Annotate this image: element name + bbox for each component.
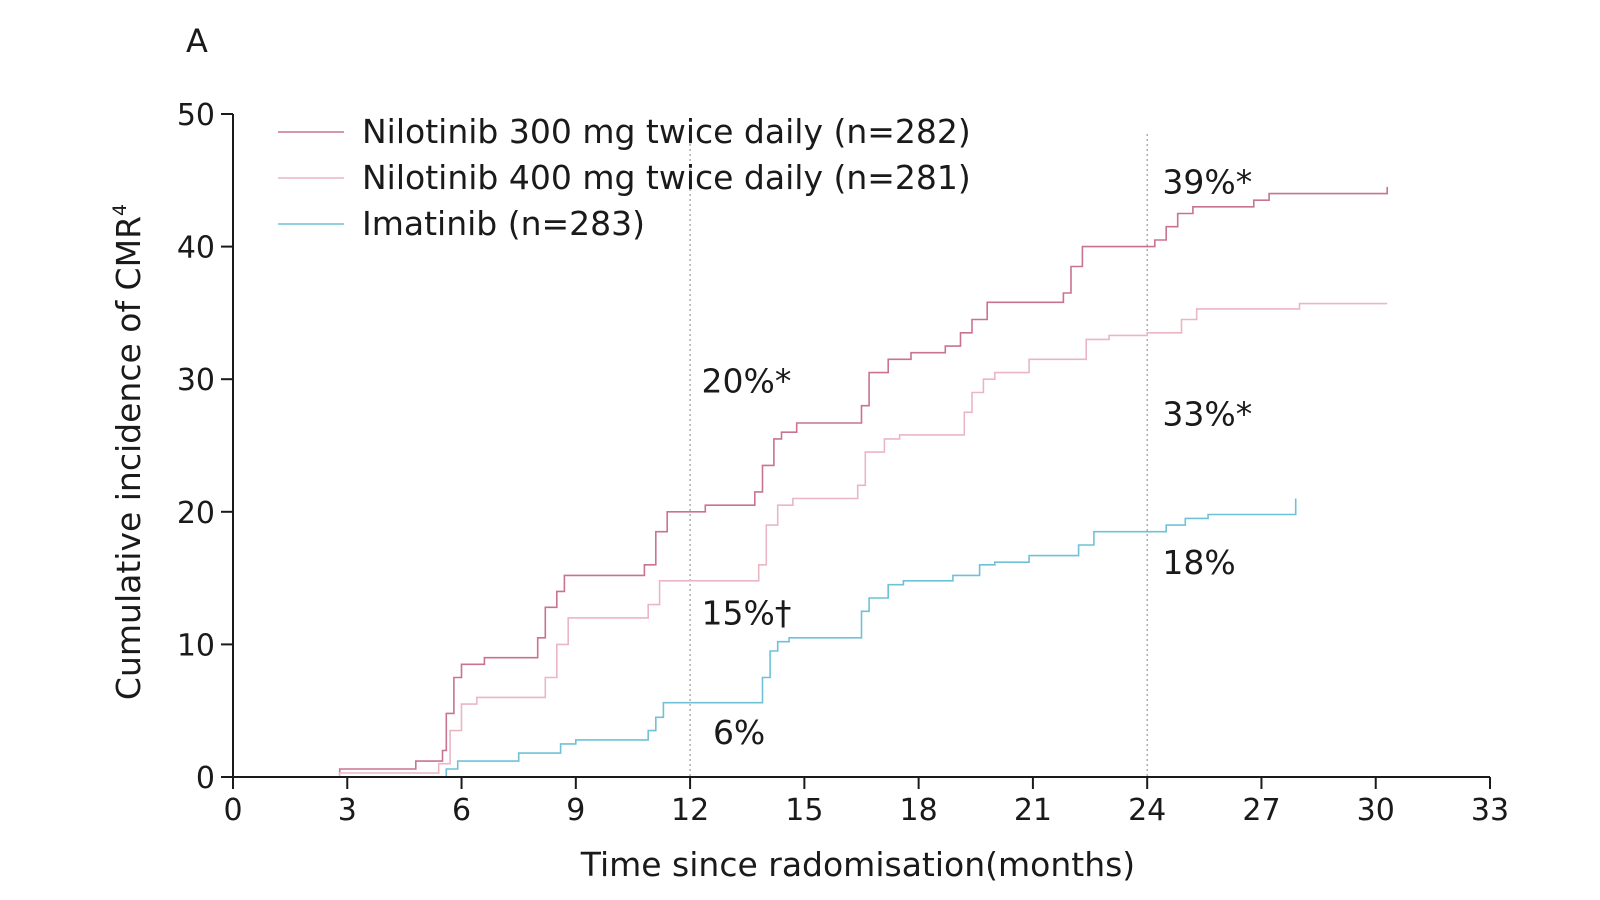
x-axis-ticks: 0 3 6 9 12 15 18 21 24 27 30 33 [223,777,1509,828]
y-axis-title-main: Cumulative incidence of CMR [109,216,148,700]
x-tick-label: 6 [452,793,471,828]
y-tick-label: 0 [196,761,215,796]
annotations: 20%* 15%† 6% 39%* 33%* 18% [702,163,1253,752]
annotation-label: 39%* [1162,163,1252,202]
x-tick-label: 21 [1014,793,1052,828]
x-tick-label: 12 [671,793,709,828]
annotation-label: 6% [713,713,765,752]
y-axis-title-superscript: 4 [109,204,131,216]
y-tick-label: 40 [177,231,215,266]
x-tick-label: 24 [1128,793,1166,828]
x-axis-title: Time since radomisation(months) [580,845,1135,884]
legend-entry: Nilotinib 300 mg twice daily (n=282) [362,112,971,151]
legend: Nilotinib 300 mg twice daily (n=282) Nilo… [278,112,971,243]
series-line-3 [233,498,1297,778]
y-tick-label: 30 [177,363,215,398]
y-axis-title: Cumulative incidence of CMR4 [109,204,148,700]
annotation-label: 15%† [702,594,792,633]
panel-label: A [186,22,208,60]
annotation-label: 18% [1162,543,1235,582]
series-line-2 [233,302,1388,778]
reference-lines [689,134,1148,777]
annotation-label: 33%* [1162,395,1252,434]
y-tick-label: 50 [177,98,215,133]
legend-entry: Imatinib (n=283) [362,204,645,243]
x-tick-label: 3 [338,793,357,828]
x-tick-label: 33 [1471,793,1509,828]
y-tick-label: 10 [177,628,215,663]
series-line-1 [233,186,1388,778]
x-tick-label: 9 [566,793,585,828]
legend-entry: Nilotinib 400 mg twice daily (n=281) [362,158,971,197]
series-group [233,186,1388,778]
y-tick-label: 20 [177,496,215,531]
x-tick-label: 0 [223,793,242,828]
x-tick-label: 15 [785,793,823,828]
x-tick-label: 30 [1357,793,1395,828]
annotation-label: 20%* [702,361,792,400]
x-tick-label: 27 [1242,793,1280,828]
x-tick-label: 18 [900,793,938,828]
y-axis-ticks: 0 10 20 30 40 50 [177,98,233,796]
